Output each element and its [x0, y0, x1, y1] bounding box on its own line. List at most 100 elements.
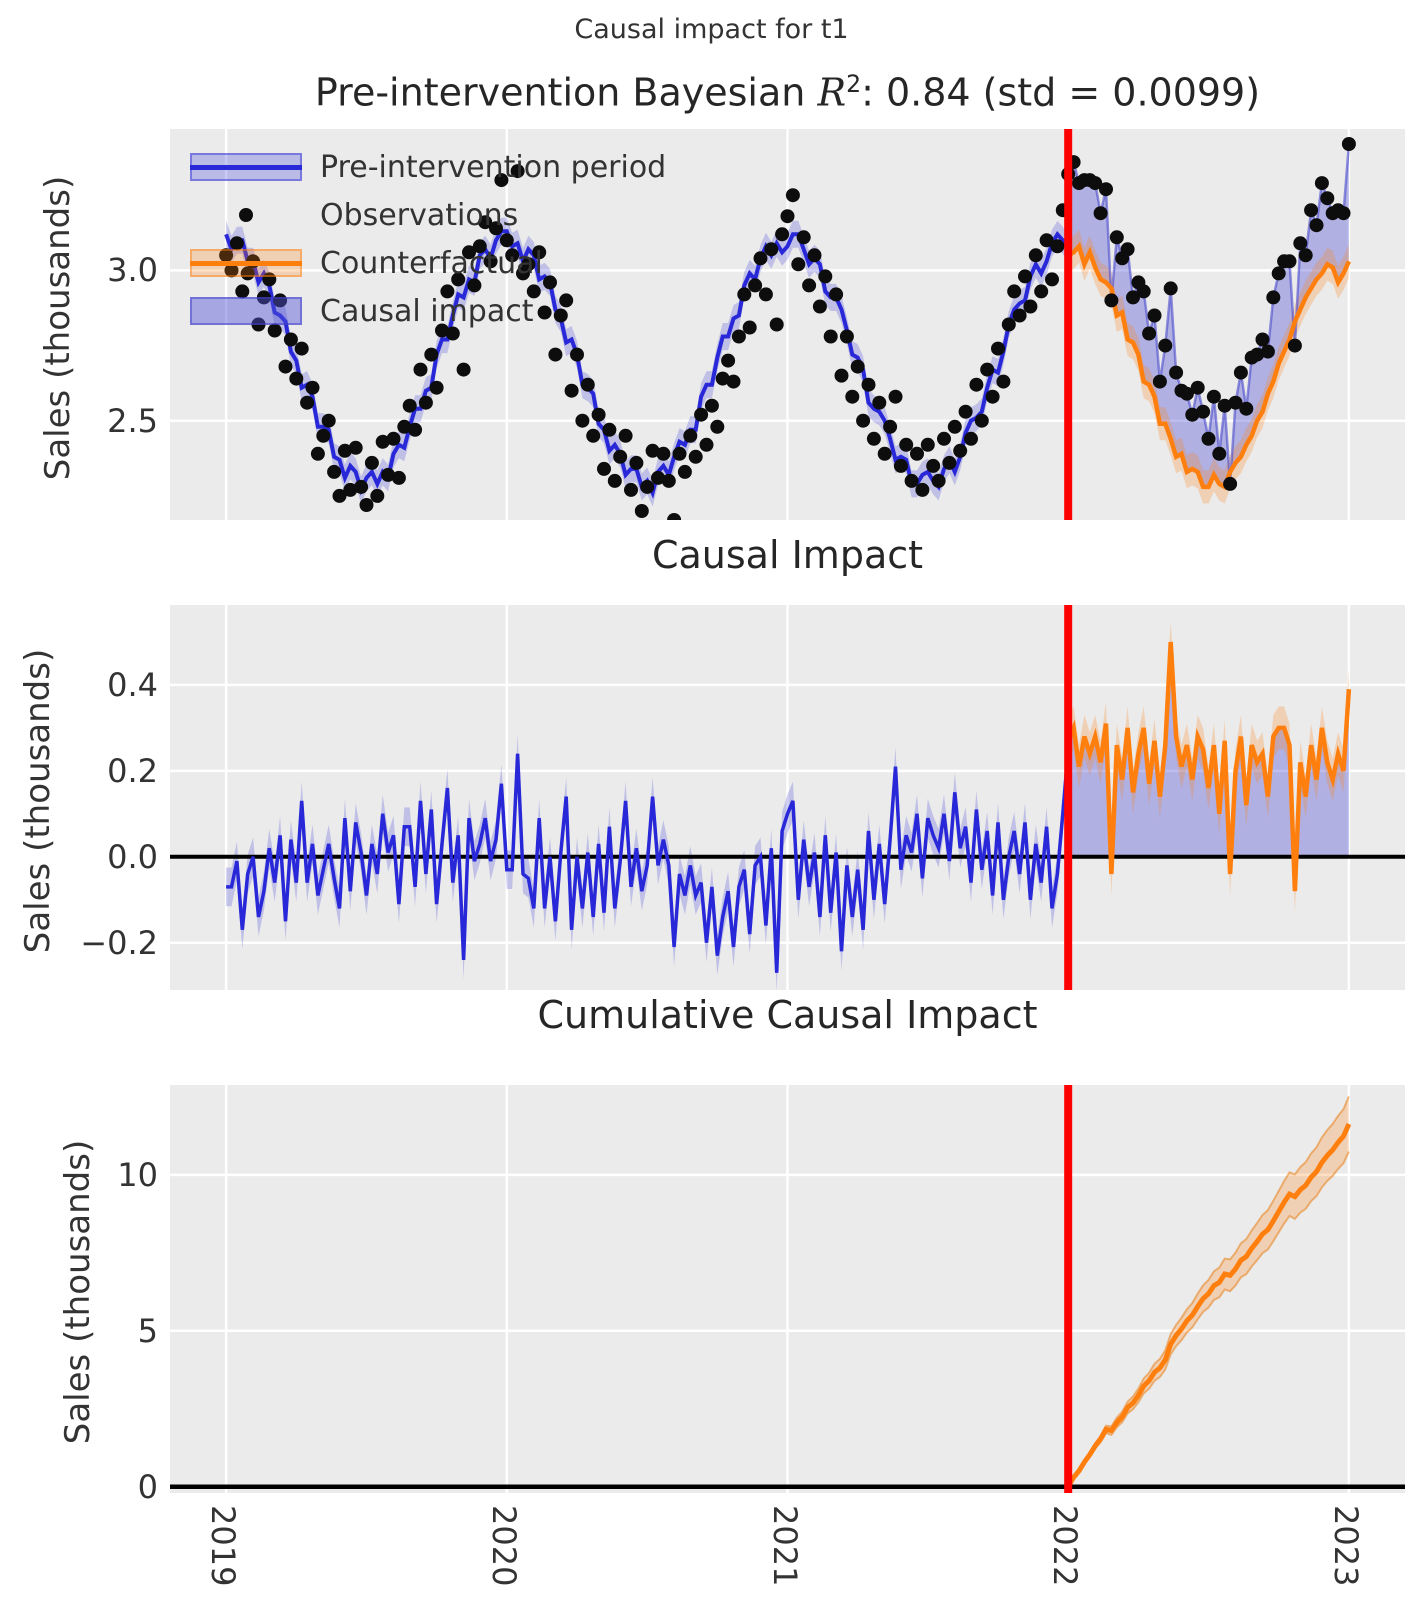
observation-dot	[580, 377, 595, 392]
observation-dot	[651, 470, 665, 485]
cumulative-band-edge	[1067, 1096, 1350, 1488]
observation-dot	[386, 431, 401, 446]
causal-impact-swatch-icon	[190, 296, 302, 326]
observation-dot	[996, 374, 1011, 389]
figure-suptitle: Causal impact for t1	[574, 14, 849, 45]
observation-dot	[791, 257, 806, 272]
observation-dot	[348, 440, 363, 455]
observation-dot	[1136, 284, 1151, 299]
legend-item-counterfactual: Counterfactual	[190, 239, 666, 287]
observation-dot	[964, 431, 978, 446]
observation-dot	[672, 446, 687, 461]
observation-dot	[224, 263, 239, 278]
observation-dot	[289, 371, 304, 386]
observation-dot	[597, 461, 611, 476]
observation-dot	[1109, 230, 1124, 245]
observation-dot	[748, 278, 763, 293]
observation-dot	[337, 443, 352, 458]
panel3-axes	[170, 1085, 1405, 1493]
observation-dot	[402, 398, 417, 413]
observation-dot	[1001, 317, 1016, 332]
x-tick-label: 2019	[204, 1505, 243, 1587]
observation-dot	[359, 498, 374, 512]
observation-dot	[683, 428, 698, 443]
observation-dot	[483, 254, 498, 269]
observation-dot	[1190, 380, 1205, 395]
observation-dot	[510, 164, 525, 179]
observation-dot	[645, 443, 660, 458]
observation-dot	[478, 215, 493, 230]
observation-dot	[1050, 239, 1065, 254]
observation-dot	[494, 173, 509, 188]
observation-dot	[424, 347, 439, 362]
observation-dot	[1158, 338, 1173, 353]
observation-dot	[807, 248, 822, 263]
observation-dot	[915, 482, 930, 497]
panel1-axes	[170, 129, 1405, 527]
observation-dot	[910, 446, 924, 461]
y-tick-label: 10	[117, 1155, 158, 1194]
observation-dot	[591, 407, 606, 422]
observation-dot	[1250, 347, 1265, 362]
observation-dot	[618, 428, 633, 443]
observation-dot	[893, 458, 908, 473]
panel1-title: Pre-intervention Bayesian R2: 0.84 (std …	[170, 70, 1405, 115]
observation-dot	[688, 449, 703, 464]
observations-dots	[219, 137, 1356, 527]
observation-dot	[629, 455, 644, 470]
observation-dot	[758, 287, 773, 302]
observation-dot	[764, 242, 779, 257]
observation-dot	[958, 404, 973, 419]
observation-dot	[1185, 407, 1200, 422]
observation-dot	[1233, 365, 1248, 380]
y-tick-label: 2.5	[107, 401, 158, 440]
observation-dot	[823, 329, 838, 344]
observation-dot	[1023, 299, 1038, 314]
observation-dot	[704, 398, 719, 413]
observation-dot	[829, 287, 844, 302]
impact-post-band	[1068, 620, 1349, 913]
cumulative-band-edge	[1067, 1151, 1350, 1488]
observation-dot	[877, 446, 892, 461]
panel2-axes	[170, 605, 1405, 993]
observation-dot	[532, 245, 547, 260]
observation-dot	[1088, 176, 1103, 191]
observation-dot	[785, 188, 800, 203]
observation-dot	[364, 455, 379, 470]
legend-label-causal-impact: Causal impact	[320, 293, 534, 329]
observation-dot	[1099, 182, 1113, 197]
observation-dot	[321, 413, 336, 428]
impact-pre-line	[226, 749, 1070, 973]
observation-dot	[435, 323, 449, 338]
observation-dot	[731, 329, 746, 344]
observation-dot	[866, 431, 881, 446]
observation-dot	[1120, 242, 1135, 257]
counterfactual-swatch-icon	[190, 248, 302, 278]
observation-dot	[548, 347, 563, 362]
x-tick-label: 2023	[1326, 1505, 1365, 1587]
observation-dot	[1034, 284, 1049, 299]
observation-dot	[953, 443, 968, 458]
observation-dot	[969, 377, 984, 392]
observation-dot	[661, 473, 676, 488]
observation-dot	[451, 272, 466, 287]
observation-dot	[499, 233, 514, 248]
observation-dot	[607, 473, 622, 488]
legend-item-causal-impact: Causal impact	[190, 287, 666, 335]
observation-dot	[521, 257, 536, 272]
observation-dot	[381, 467, 396, 482]
observation-dot	[1271, 266, 1286, 281]
observation-dot	[1018, 269, 1032, 284]
observation-dot	[899, 437, 914, 452]
observation-dot	[456, 362, 471, 377]
observation-dot	[850, 359, 865, 374]
y-tick-label: 0	[137, 1467, 158, 1506]
observation-dot	[1104, 293, 1119, 308]
observation-dot	[1169, 365, 1184, 380]
observation-dot	[1163, 281, 1178, 296]
observation-dot	[1028, 248, 1043, 263]
counterfactual-band	[1068, 229, 1349, 504]
observation-dot	[1314, 176, 1329, 191]
cumulative-line	[1066, 1122, 1352, 1489]
